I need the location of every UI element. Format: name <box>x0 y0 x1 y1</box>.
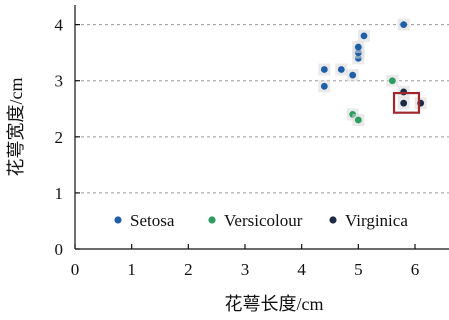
point-setosa-0 <box>320 66 328 73</box>
legend-marker-virginica <box>329 216 337 224</box>
y-tick-label-2: 2 <box>55 128 64 147</box>
gridlines <box>75 24 449 194</box>
point-setosa-7 <box>360 32 368 40</box>
point-virginica-1 <box>400 99 408 107</box>
point-versicolour-2 <box>388 77 396 85</box>
x-tick-label-5: 5 <box>354 260 363 279</box>
y-tick-label-3: 3 <box>55 72 64 91</box>
x-tick-label-6: 6 <box>411 260 420 279</box>
y-tick-label-4: 4 <box>55 16 64 35</box>
x-tick-label-0: 0 <box>71 260 80 279</box>
y-axis-title: 花萼宽度/cm <box>6 78 26 177</box>
legend-label-setosa: Setosa <box>130 211 175 230</box>
data-points <box>318 18 427 126</box>
point-setosa-6 <box>354 43 362 51</box>
x-axis-title: 花萼长度/cm <box>225 294 324 314</box>
x-tick-label-3: 3 <box>241 260 250 279</box>
legend-marker-versicolour <box>208 216 216 224</box>
legend: Setosa Versicolour Virginica <box>114 211 408 230</box>
plot-frame <box>74 5 449 250</box>
point-virginica-0 <box>400 88 408 96</box>
point-setosa-2 <box>337 66 345 73</box>
point-setosa-3 <box>349 71 357 79</box>
y-tick-label-1: 1 <box>55 184 64 203</box>
x-tick-label-1: 1 <box>127 260 136 279</box>
y-tick-label-0: 0 <box>55 240 64 259</box>
x-tick-label-2: 2 <box>184 260 193 279</box>
point-versicolour-1 <box>354 116 362 124</box>
legend-label-virginica: Virginica <box>345 211 408 230</box>
legend-marker-setosa <box>114 216 122 224</box>
highlight-rect <box>392 91 421 114</box>
legend-label-versicolour: Versicolour <box>224 211 303 230</box>
point-setosa-1 <box>320 82 328 90</box>
highlight-box <box>392 91 421 114</box>
x-tick-label-4: 4 <box>297 260 306 279</box>
axis-ticks: 0 1 2 3 4 5 6 0 1 2 3 4 <box>55 16 420 279</box>
point-setosa-8 <box>400 21 408 29</box>
